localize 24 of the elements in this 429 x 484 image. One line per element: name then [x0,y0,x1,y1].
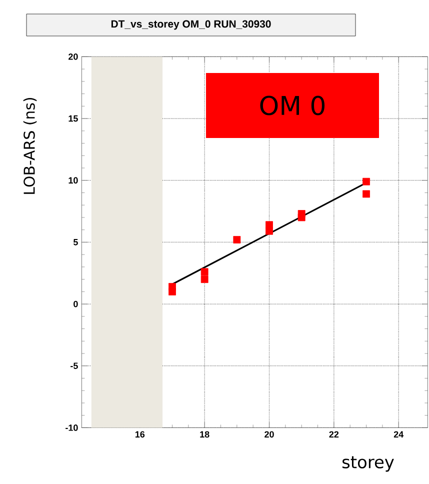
x-axis-title: storey [342,456,394,472]
y-tick-label: -5 [70,362,78,369]
y-axis-title: LOB-ARS (ns) [23,98,37,194]
point [233,236,241,244]
point [362,178,370,186]
point [200,276,208,283]
chart-title: DT_vs_storey OM_0 RUN_30930 [111,20,271,30]
y-tick-label: 5 [73,239,78,246]
x-tick-label: 20 [264,431,274,438]
y-tick-label: 10 [68,177,78,184]
y-tick-label: 15 [68,115,78,122]
x-tick-label: 24 [394,431,404,438]
point [168,283,176,290]
point [298,210,306,218]
y-tick-label: 20 [68,54,78,60]
y-tick-label: 0 [74,300,78,308]
x-tick-label: 18 [200,431,210,438]
point [200,268,208,276]
x-tick-label: 22 [329,431,339,438]
y-tick-label: -10 [66,424,78,431]
annotation: OM 0 [260,96,324,116]
point [362,190,370,198]
x-tick-label: 16 [135,431,145,438]
point [266,221,273,229]
